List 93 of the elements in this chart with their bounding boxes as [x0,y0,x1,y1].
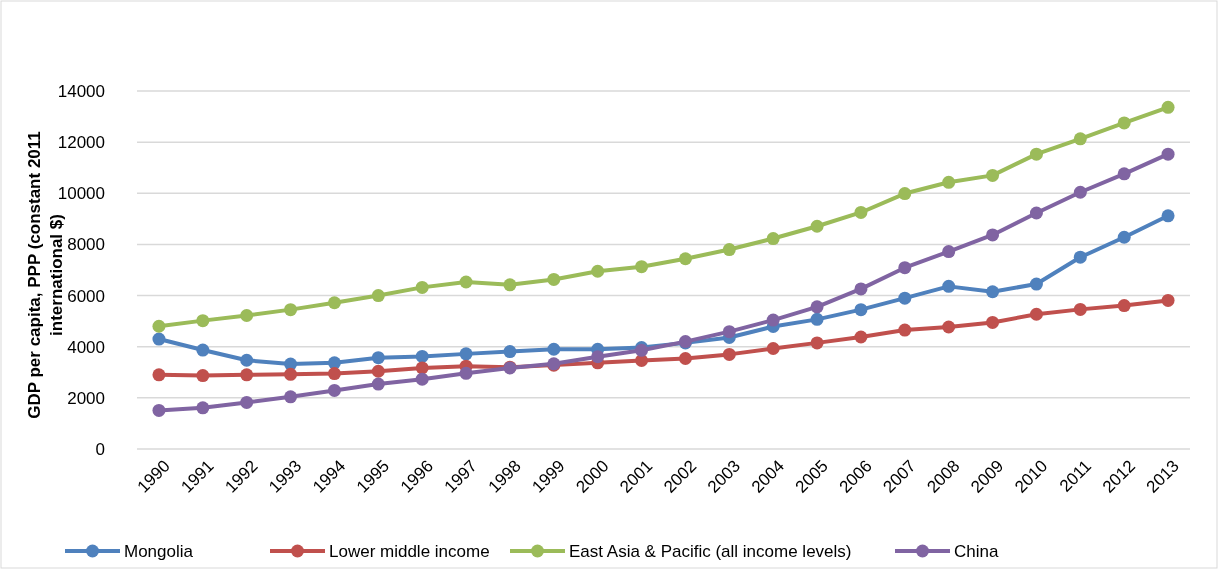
point [1073,302,1087,316]
point [503,278,517,292]
point [854,205,868,219]
point [152,319,166,333]
y-tick-label: 2000 [67,388,105,408]
y-tick-label: 12000 [57,133,105,153]
point [415,372,429,386]
legend-label: China [954,541,999,561]
point [1117,167,1131,181]
point [1161,293,1175,307]
point [459,347,473,361]
point [591,264,605,278]
point [152,332,166,346]
y-tick-label: 14000 [57,81,105,101]
point [854,303,868,317]
point [1029,277,1043,291]
point [503,345,517,359]
point [678,252,692,266]
point [898,323,912,337]
point [240,309,254,323]
y-tick-label: 10000 [57,184,105,204]
point [196,369,210,383]
point [152,368,166,382]
point [240,368,254,382]
point [327,356,341,370]
point [415,361,429,375]
point [942,245,956,259]
point [766,342,780,355]
point [1117,299,1131,313]
point [196,314,210,328]
legend-label: Mongolia [124,541,194,561]
point [1029,147,1043,161]
point [1161,209,1175,223]
point [898,261,912,275]
point [371,377,385,391]
point [459,275,473,289]
point [810,312,824,326]
point [196,343,210,357]
point [196,401,210,415]
point [1161,147,1175,161]
point [810,219,824,233]
point [810,300,824,314]
point [722,243,736,257]
point [240,395,254,409]
point [1117,230,1131,244]
point [1073,132,1087,146]
point [722,325,736,339]
point [986,285,1000,299]
point [986,315,1000,329]
point [1029,206,1043,220]
point [810,336,824,350]
point [986,228,1000,242]
y-tick-label: 8000 [67,235,105,255]
point [284,367,298,381]
point [547,342,561,356]
point [1161,100,1175,114]
point [898,291,912,305]
point [942,279,956,293]
legend-label: Lower middle income [329,541,490,561]
point [327,296,341,310]
point [898,187,912,201]
point [327,383,341,397]
point [854,282,868,296]
point [722,347,736,361]
point [591,350,605,364]
point [854,330,868,344]
point [371,289,385,303]
legend-label: East Asia & Pacific (all income levels) [569,541,852,561]
point [986,168,1000,182]
point [284,303,298,317]
point [240,353,254,367]
point [371,364,385,378]
point [1073,185,1087,199]
point [371,351,385,365]
point [152,403,166,417]
point [547,272,561,286]
point [459,366,473,380]
point [1073,250,1087,264]
point [327,367,341,381]
point [766,313,780,327]
point [415,280,429,294]
point [942,175,956,189]
y-tick-label: 4000 [67,337,105,357]
point [284,390,298,404]
point [942,320,956,334]
point [635,260,649,274]
point [415,349,429,363]
y-tick-label: 0 [95,439,105,459]
point [1117,116,1131,130]
point [766,232,780,246]
point [1029,307,1043,321]
point [678,351,692,365]
y-tick-label: 6000 [67,286,105,306]
